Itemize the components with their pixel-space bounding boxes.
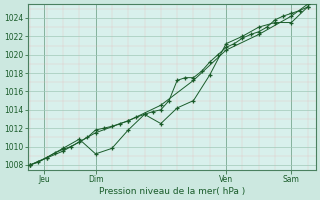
X-axis label: Pression niveau de la mer( hPa ): Pression niveau de la mer( hPa ): [99, 187, 245, 196]
